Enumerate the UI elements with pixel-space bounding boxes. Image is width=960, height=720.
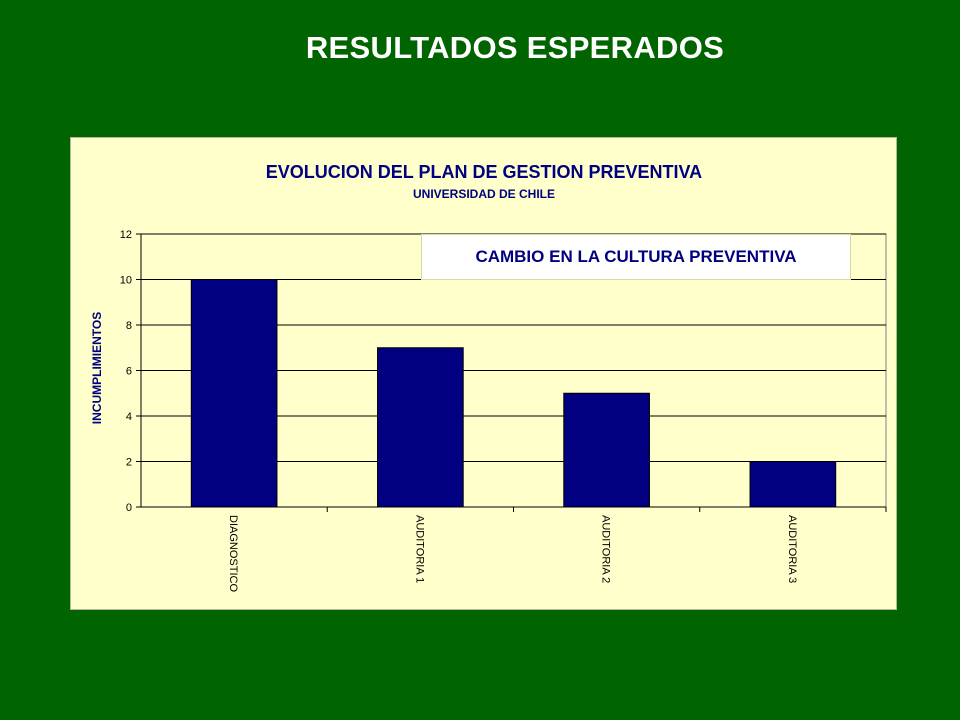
x-category-label: AUDITORIA 2: [600, 515, 612, 583]
chart-title: EVOLUCION DEL PLAN DE GESTION PREVENTIVA: [266, 162, 702, 182]
y-tick-label: 2: [126, 457, 132, 469]
bar: [563, 392, 650, 508]
chart-panel: EVOLUCION DEL PLAN DE GESTION PREVENTIVA…: [70, 137, 897, 610]
y-tick-label: 4: [126, 411, 132, 423]
y-tick-label: 10: [120, 275, 132, 287]
y-tick-label: 0: [126, 502, 132, 514]
x-category-label: DIAGNOSTICO: [227, 515, 239, 592]
y-axis-label: INCUMPLIMIENTOS: [90, 312, 104, 424]
x-category-label: AUDITORIA 1: [413, 515, 425, 583]
annotation-box: CAMBIO EN LA CULTURA PREVENTIVA: [421, 234, 851, 280]
annotation-text: CAMBIO EN LA CULTURA PREVENTIVA: [475, 247, 797, 266]
bar-chart: EVOLUCION DEL PLAN DE GESTION PREVENTIVA…: [90, 162, 887, 592]
bar: [377, 347, 464, 508]
bar: [749, 461, 837, 508]
plot-area: 0 2 4 6 8 10 12 DIAGNOSTICO AUDITORIA 1 AUDITORIA…: [120, 229, 887, 592]
x-category-label: AUDITORIA 3: [786, 515, 798, 583]
y-tick-label: 12: [120, 229, 132, 241]
slide-title: RESULTADOS ESPERADOS: [305, 30, 725, 65]
y-tick-label: 6: [126, 366, 132, 378]
bar: [190, 279, 278, 508]
y-tick-label: 8: [126, 320, 132, 332]
chart-subtitle: UNIVERSIDAD DE CHILE: [413, 187, 555, 201]
